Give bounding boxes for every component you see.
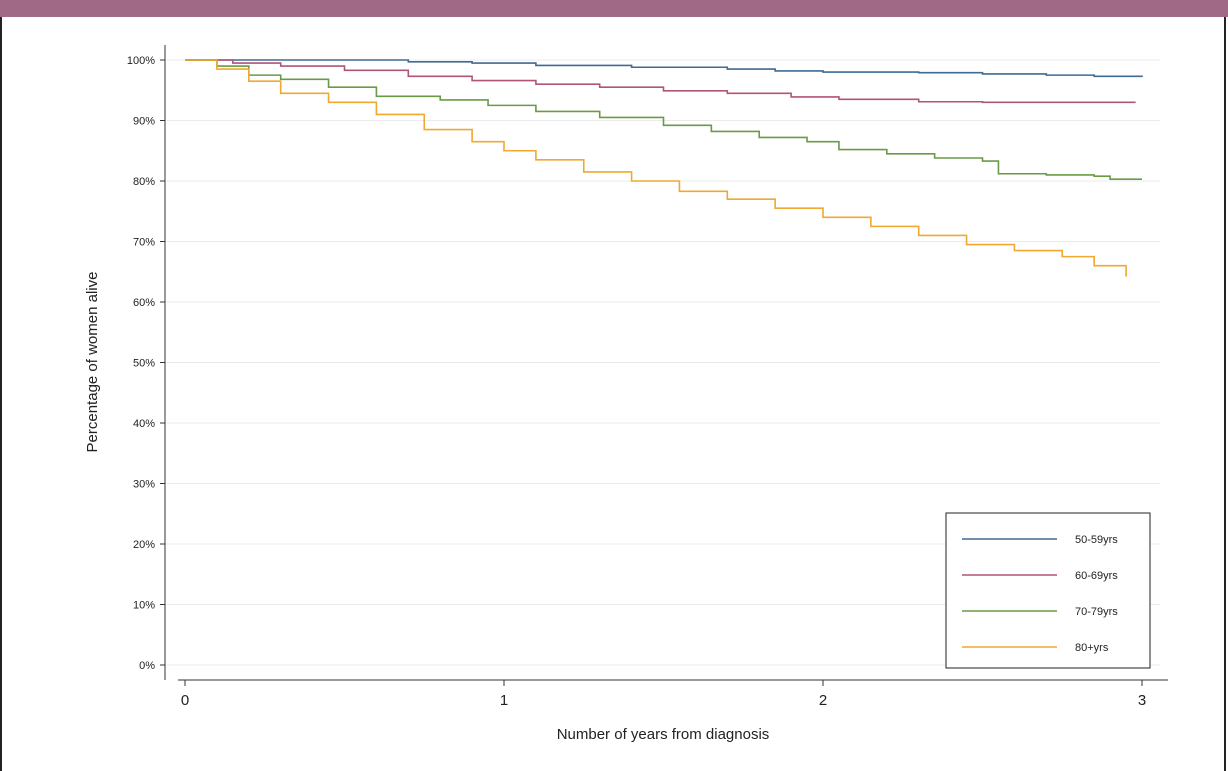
y-tick-label: 100% xyxy=(127,55,155,67)
y-tick-label: 50% xyxy=(133,358,155,370)
legend-label: 50-59yrs xyxy=(1075,534,1118,546)
series-lines xyxy=(185,59,1143,277)
series-line-50-59yrs xyxy=(185,59,1143,78)
y-tick-label: 70% xyxy=(133,237,155,249)
y-tick-label: 0% xyxy=(139,660,155,672)
legend-label: 70-79yrs xyxy=(1075,606,1118,618)
y-tick-label: 80% xyxy=(133,176,155,188)
x-ticks: 0 1 2 3 xyxy=(181,680,1146,709)
top-banner xyxy=(0,0,1228,17)
figure-frame xyxy=(0,17,1226,771)
series-line-60-69yrs xyxy=(185,59,1136,104)
legend-label: 60-69yrs xyxy=(1075,570,1118,582)
x-tick-label: 2 xyxy=(819,692,827,709)
legend-label: 80+yrs xyxy=(1075,642,1109,654)
y-tick-label: 90% xyxy=(133,116,155,128)
y-axis-title: Percentage of women alive xyxy=(84,272,101,453)
x-axis-title: Number of years from diagnosis xyxy=(557,726,770,743)
x-tick-label: 3 xyxy=(1138,692,1146,709)
legend-box xyxy=(945,512,1151,669)
y-ticks: 0% 10% 20% 30% 40% 50% 60% 70% 80% 90% 100% xyxy=(127,55,165,672)
y-tick-label: 10% xyxy=(133,600,155,612)
y-tick-label: 20% xyxy=(133,539,155,551)
y-tick-label: 40% xyxy=(133,418,155,430)
x-tick-label: 0 xyxy=(181,692,189,709)
x-tick-label: 1 xyxy=(500,692,508,709)
series-line-70-79yrs xyxy=(185,59,1142,180)
y-tick-label: 60% xyxy=(133,297,155,309)
y-tick-label: 30% xyxy=(133,479,155,491)
legend: 50-59yrs 60-69yrs 70-79yrs 80+yrs xyxy=(945,512,1151,669)
series-line-80+yrs xyxy=(185,59,1127,277)
